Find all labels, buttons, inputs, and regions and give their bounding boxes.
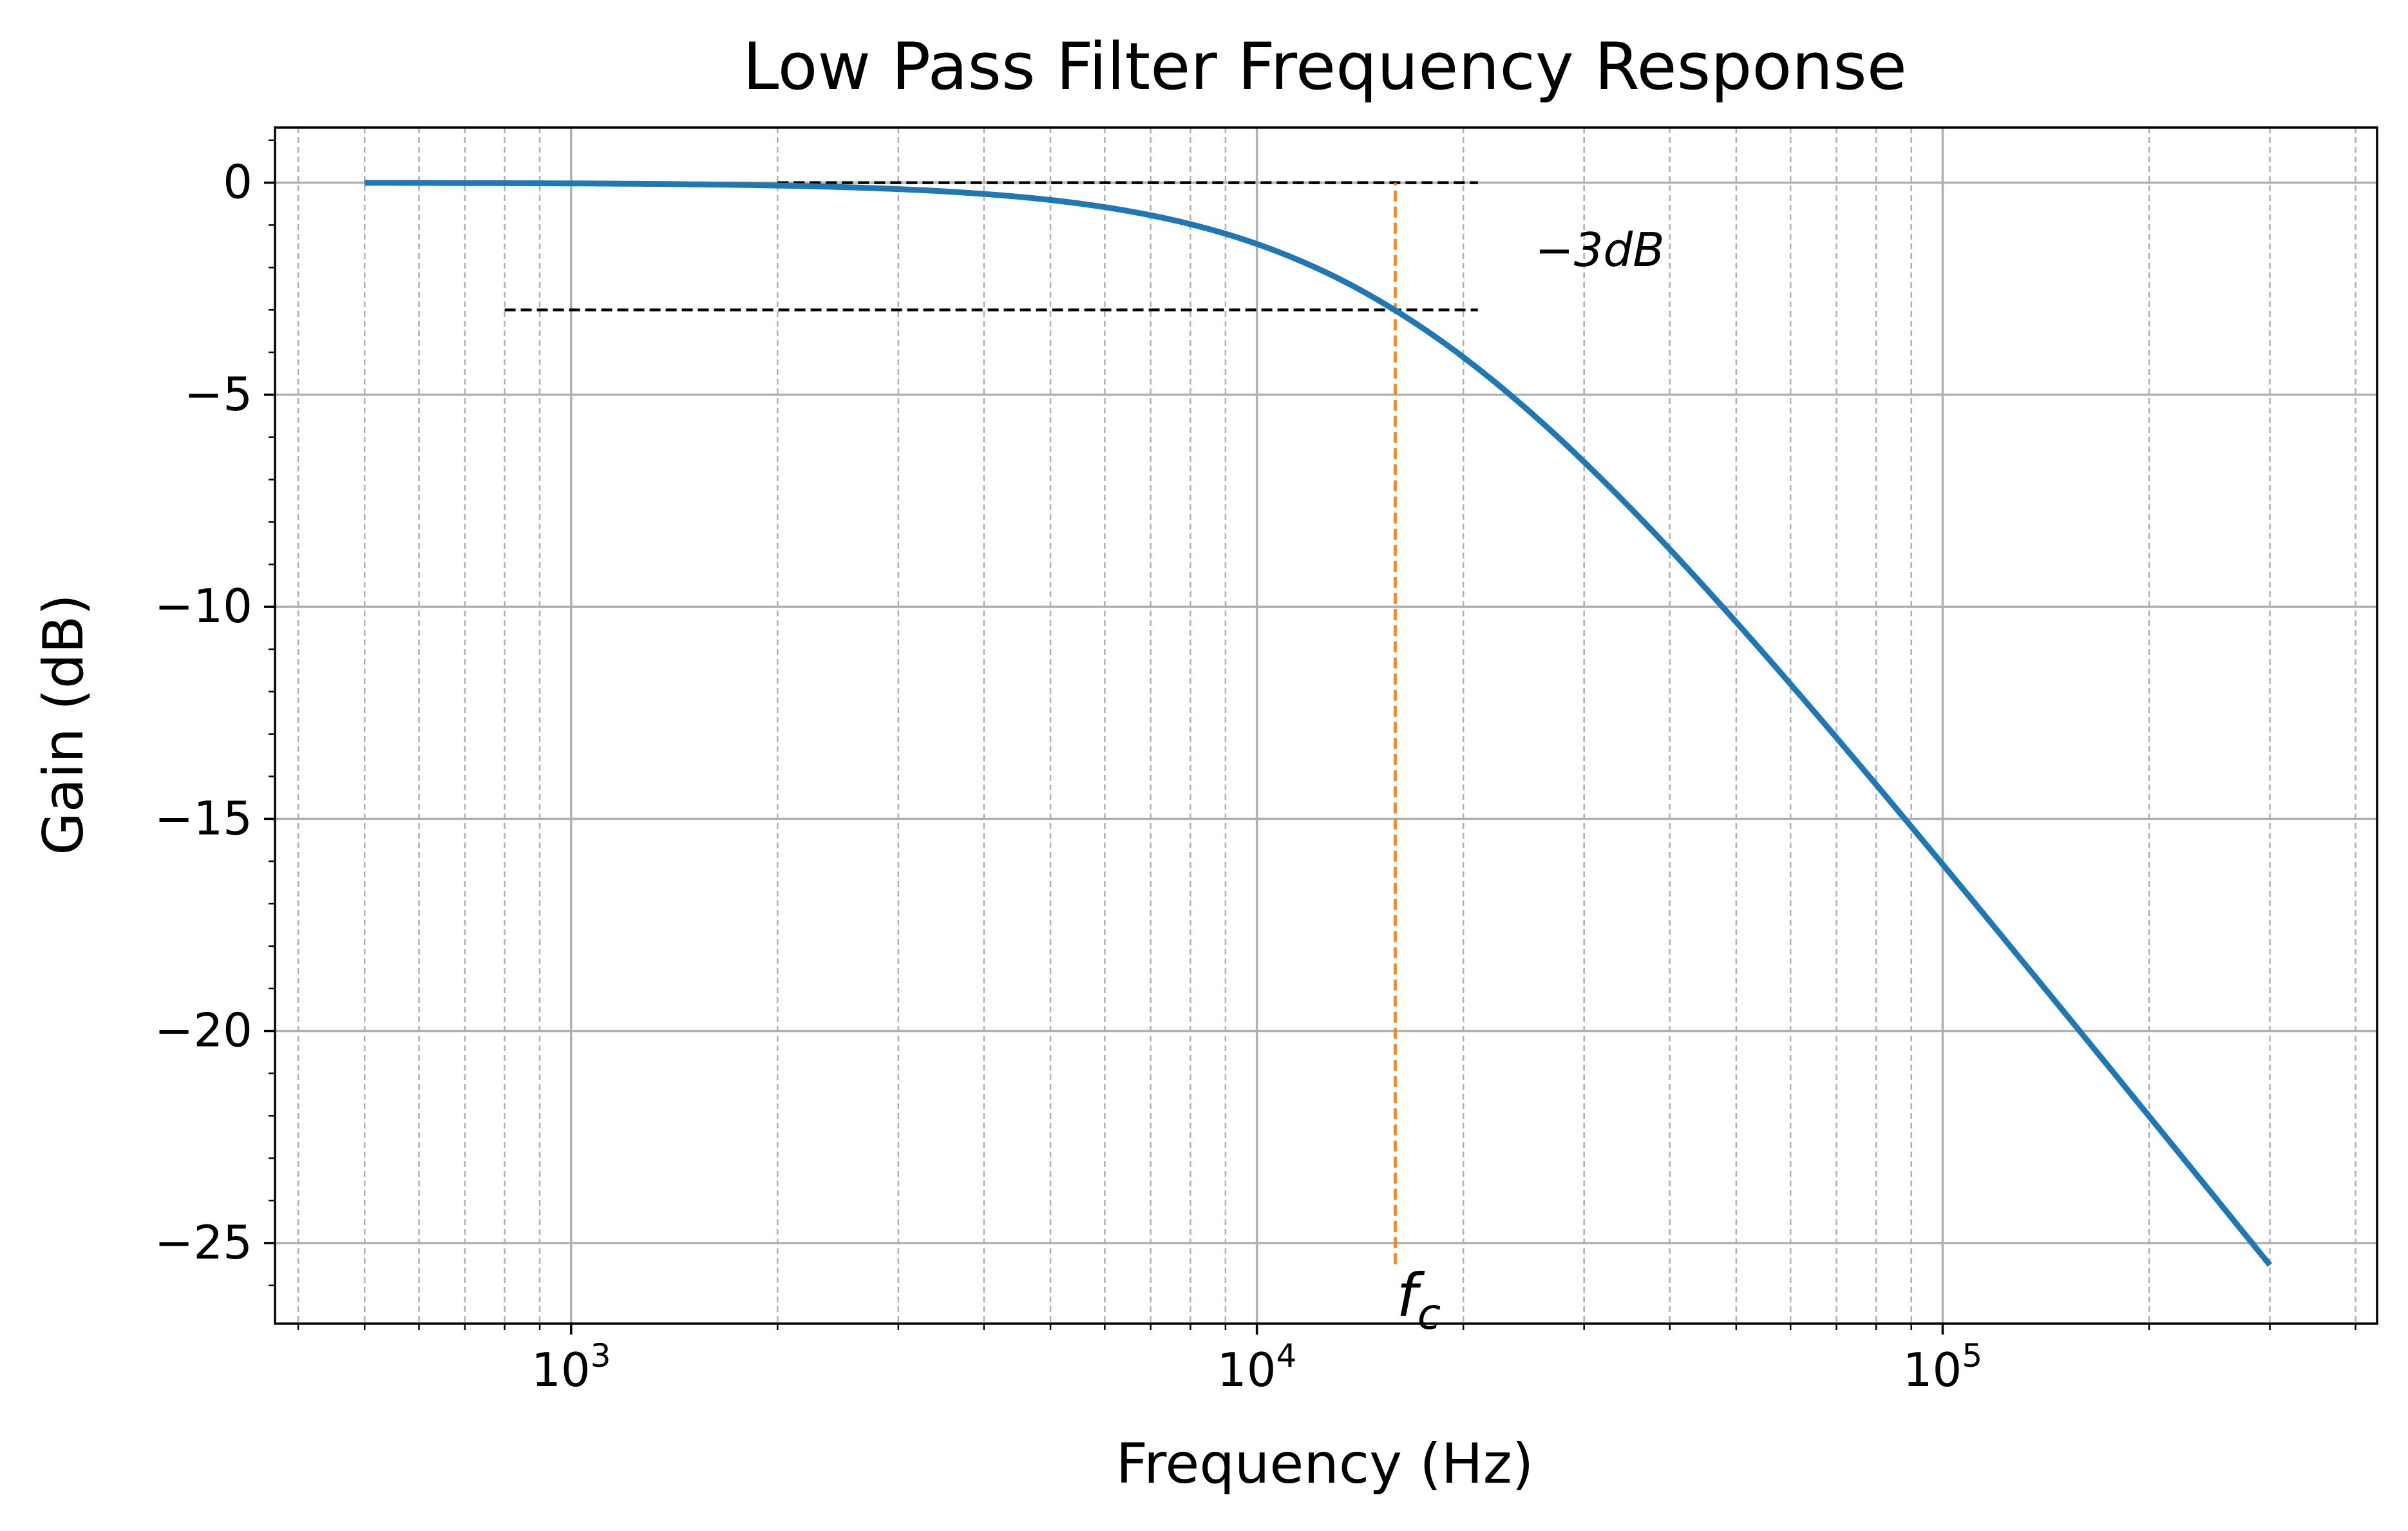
y-tick-label: −15	[155, 791, 252, 845]
cutoff-frequency-label: fc	[1397, 1261, 1441, 1339]
tick-layer: 103 104 105 0 −5 −10 −15 −20 −25	[155, 139, 2356, 1397]
series-line-0	[365, 180, 2272, 1267]
x-tick-label: 105	[1903, 1337, 1982, 1397]
minus-3db-annotation: −3dB	[1535, 223, 1664, 277]
y-tick-label: −20	[155, 1003, 252, 1058]
y-tick-label: −25	[155, 1215, 252, 1269]
x-tick-label: 103	[531, 1337, 611, 1397]
chart-title: Low Pass Filter Frequency Response	[743, 28, 1907, 104]
x-axis-label: Frequency (Hz)	[1116, 1432, 1534, 1496]
x-tick-label: 104	[1217, 1337, 1296, 1397]
y-tick-label: −5	[184, 367, 252, 421]
grid-layer	[275, 128, 2377, 1324]
annotation-layer: −3dB fc	[1397, 223, 1665, 1339]
y-tick-label: −10	[155, 579, 252, 633]
reference-lines	[504, 181, 1478, 1264]
series-layer	[365, 180, 2272, 1267]
plot-frame	[274, 126, 2378, 1325]
y-axis-label: Gain (dB)	[32, 594, 96, 855]
y-tick-label: 0	[223, 155, 252, 209]
